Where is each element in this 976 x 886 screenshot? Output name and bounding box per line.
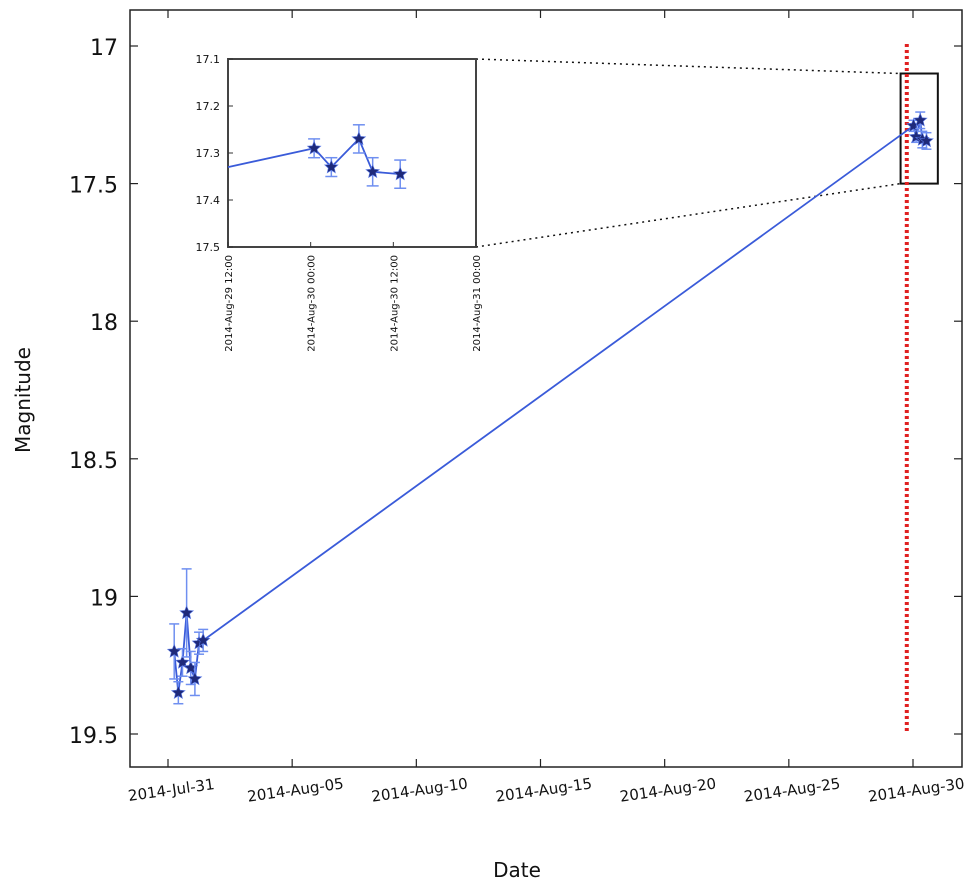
zoom-box bbox=[899, 72, 939, 185]
data-point-star bbox=[179, 605, 195, 620]
y-tick-label: 17.5 bbox=[69, 174, 118, 199]
x-tick-label: 2014-Aug-25 bbox=[743, 774, 842, 805]
y-tick-label: 18 bbox=[90, 311, 118, 336]
inset-x-tick-label: 2014-Aug-30 12:00 bbox=[389, 255, 400, 352]
inset-data-point-star bbox=[365, 164, 381, 179]
y-tick-label: 19 bbox=[90, 586, 118, 611]
inset-y-tick-label: 17.2 bbox=[196, 100, 221, 113]
zoom-connector-bottom bbox=[475, 182, 901, 248]
data-point-star bbox=[195, 632, 211, 647]
inset-data-point-star bbox=[306, 140, 322, 155]
inset-x-tick-label: 2014-Aug-29 12:00 bbox=[224, 255, 235, 352]
data-point-star bbox=[912, 112, 928, 127]
inset-series-line bbox=[227, 137, 401, 175]
data-point-star bbox=[919, 133, 934, 148]
inset-plot-frame bbox=[227, 58, 477, 248]
x-tick-label: 2014-Aug-15 bbox=[495, 774, 594, 805]
x-tick-label: 2014-Aug-30 bbox=[867, 774, 966, 805]
inset-data-point-star bbox=[323, 159, 339, 174]
y-axis-label: Magnitude bbox=[11, 347, 35, 453]
main-plot-layer: 17 17.5 18 18.5 19 19.5 2014-Jul-31 2014-Aug-05… bbox=[69, 10, 966, 806]
data-point-star bbox=[183, 660, 199, 675]
x-tick-label: 2014-Aug-05 bbox=[246, 774, 345, 805]
y-tick-label: 17 bbox=[90, 36, 118, 61]
inset-data-point-star bbox=[351, 131, 367, 146]
inset-y-tick-label: 17.5 bbox=[196, 241, 221, 254]
y-tick-label: 19.5 bbox=[69, 724, 118, 749]
inset-data-point-star bbox=[392, 166, 408, 181]
inset-y-tick-label: 17.4 bbox=[196, 194, 221, 207]
data-point-star bbox=[170, 684, 186, 700]
y-tick-label: 18.5 bbox=[69, 449, 118, 474]
data-point-star bbox=[175, 654, 190, 669]
inset-y-tick-label: 17.3 bbox=[196, 147, 221, 160]
inset-x-tick-label: 2014-Aug-30 00:00 bbox=[307, 255, 318, 352]
inset-y-tick-label: 17.1 bbox=[196, 53, 221, 66]
inset-x-tick-label: 2014-Aug-31 00:00 bbox=[472, 255, 483, 352]
x-axis-label: Date bbox=[493, 858, 541, 882]
main-plot-frame bbox=[129, 9, 963, 768]
x-tick-label: 2014-Jul-31 bbox=[127, 775, 216, 805]
data-point-star bbox=[187, 671, 203, 686]
x-tick-label: 2014-Aug-20 bbox=[619, 774, 718, 805]
x-tick-label: 2014-Aug-10 bbox=[370, 774, 469, 805]
zoom-connector-top bbox=[475, 58, 901, 75]
